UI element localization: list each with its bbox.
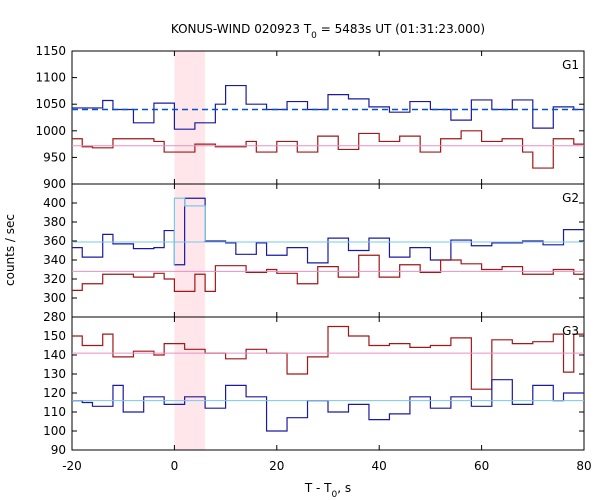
panel-frame-g1: [71, 50, 585, 185]
series-highlight-step-g2: [173, 197, 206, 265]
x-axis-label-rest: , s: [337, 481, 351, 495]
y-tick-label: 120: [43, 386, 66, 400]
chart-title: KONUS-WIND 020923 T0 = 5483s UT (01:31:2…: [171, 22, 485, 41]
y-tick-label: 380: [43, 215, 66, 229]
chart-title-main: KONUS-WIND 020923 T: [171, 22, 312, 36]
x-axis-label-subscript: 0: [332, 490, 338, 500]
x-tick-label: 0: [171, 459, 179, 473]
y-tick-label: 400: [43, 196, 66, 210]
series-upper-g3: [72, 325, 584, 390]
series-lower-g2: [72, 254, 584, 292]
highlight-band-g2: [174, 184, 206, 317]
x-tick-label: 80: [576, 459, 591, 473]
panel-frame-g3: [71, 316, 585, 451]
x-axis-label-main: T - T: [304, 481, 332, 495]
y-tick-label: 1000: [35, 124, 66, 138]
y-tick-label: 360: [43, 234, 66, 248]
panel-label-g2: G2: [562, 191, 579, 205]
panel-label-g1: G1: [562, 58, 579, 72]
y-tick-label: 1100: [35, 71, 66, 85]
chart-title-subscript: 0: [311, 31, 317, 41]
y-tick-label: 150: [43, 329, 66, 343]
y-tick-label: 110: [43, 405, 66, 419]
series-lower-g1: [72, 130, 584, 169]
panel-label-g3: G3: [562, 324, 579, 338]
plot-frame-layer: [71, 50, 585, 451]
chart-title-rest: = 5483s UT (01:31:23.000): [317, 22, 485, 36]
y-tick-label: 300: [43, 291, 66, 305]
series-upper-g2: [72, 197, 584, 266]
y-tick-label: 100: [43, 424, 66, 438]
y-tick-label: 1050: [35, 97, 66, 111]
y-tick-label: 140: [43, 348, 66, 362]
data-series-layer: [72, 84, 584, 432]
highlight-band-g1: [174, 51, 206, 184]
y-tick-label: 950: [43, 150, 66, 164]
y-tick-label: 340: [43, 253, 66, 267]
y-axis-label: counts / sec: [3, 214, 17, 286]
y-tick-label: 1150: [35, 44, 66, 58]
x-tick-label: 60: [474, 459, 489, 473]
x-tick-label: 40: [372, 459, 387, 473]
series-upper-g1: [72, 84, 584, 130]
highlight-band-g3: [174, 317, 206, 450]
y-tick-label: 280: [43, 310, 66, 324]
x-tick-label: -20: [62, 459, 82, 473]
y-tick-label: 320: [43, 272, 66, 286]
x-tick-label: 20: [269, 459, 284, 473]
y-tick-label: 900: [43, 177, 66, 191]
y-tick-label: 90: [51, 443, 66, 457]
text-layer: KONUS-WIND 020923 T0 = 5483s UT (01:31:2…: [3, 22, 592, 500]
highlight-band-layer: [174, 51, 206, 450]
x-axis-label: T - T0, s: [304, 481, 351, 500]
y-tick-label: 130: [43, 367, 66, 381]
series-lower-g3: [72, 379, 584, 432]
